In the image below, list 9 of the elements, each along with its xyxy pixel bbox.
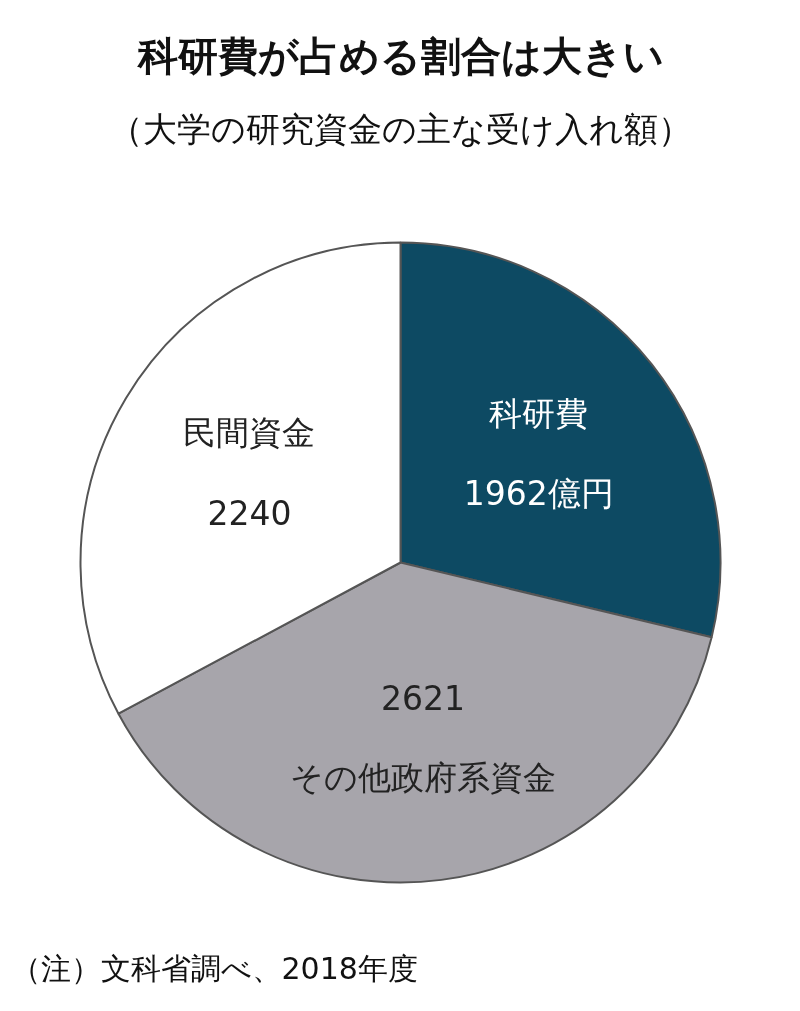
slice-label: その他政府系資金 [289, 757, 556, 797]
chart-subtitle: （大学の研究資金の主な受け入れ額） [109, 108, 692, 149]
text: （注）文科省調べ、2018年度 [10, 951, 418, 986]
chart-title: 科研費が占める割合は大きい [136, 32, 664, 79]
slice-label: 民間資金 [183, 412, 316, 452]
data-label: 2621 [380, 678, 465, 718]
data-label: 1962億円 [463, 474, 614, 514]
data-label: 2240 [207, 493, 292, 533]
slice-label: 科研費 [489, 394, 589, 434]
